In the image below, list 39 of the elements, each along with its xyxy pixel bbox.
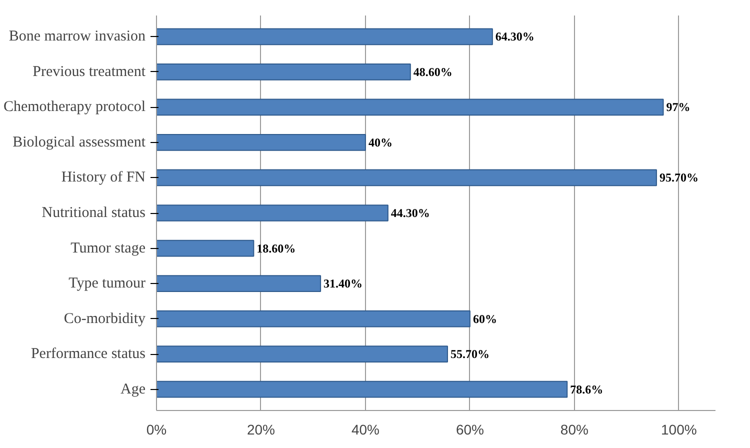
bar <box>156 204 388 222</box>
y-tick-label: Type tumour <box>68 276 146 292</box>
x-tick-label: 0% <box>146 422 167 438</box>
data-label: 40% <box>368 135 392 150</box>
bar <box>156 134 366 151</box>
x-tick-label: 20% <box>246 422 276 438</box>
x-tick-label: 80% <box>560 422 588 438</box>
bar <box>156 346 448 363</box>
x-tick-label: 40% <box>351 422 380 438</box>
bar <box>156 240 254 257</box>
data-label: 55.70% <box>450 347 490 362</box>
y-tick-label: Chemotherapy protocol <box>3 99 146 116</box>
y-tick-label: Age <box>120 381 146 398</box>
data-label: 64.30% <box>495 30 534 44</box>
x-tick-label: 60% <box>456 422 484 438</box>
data-label: 78.6% <box>570 382 604 396</box>
y-tick-label: History of FN <box>61 170 146 186</box>
data-label: 97% <box>666 100 690 114</box>
x-tick-label: 100% <box>661 422 697 438</box>
data-label: 44.30% <box>390 206 430 220</box>
data-label: 18.60% <box>256 241 296 256</box>
bar <box>156 169 657 186</box>
y-tick-label: Nutritional status <box>42 205 146 221</box>
y-tick-label: Bone marrow invasion <box>8 28 146 45</box>
bar <box>156 98 664 116</box>
data-label: 60% <box>472 312 497 326</box>
bar <box>156 310 470 328</box>
y-tick-label: Co-morbidity <box>64 310 146 327</box>
bar <box>156 380 568 398</box>
data-label: 48.60% <box>413 64 452 79</box>
bar <box>156 275 322 292</box>
y-tick-label: Biological assessment <box>12 134 146 150</box>
bar <box>156 63 411 80</box>
y-tick-label: Performance status <box>30 346 146 362</box>
bar <box>156 28 493 46</box>
y-tick-label: Previous treatment <box>32 64 146 80</box>
data-label: 31.40% <box>324 276 363 291</box>
data-label: 95.70% <box>659 170 698 185</box>
y-tick-label: Tumor stage <box>70 240 146 256</box>
